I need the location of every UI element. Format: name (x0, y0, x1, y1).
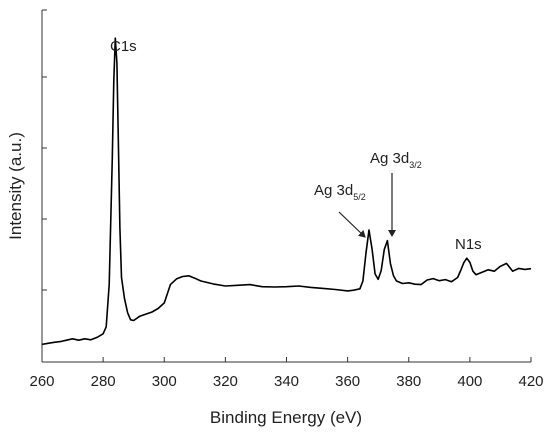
x-tick-label: 320 (213, 373, 238, 390)
peak-annotations: C1s Ag 3d5/2 Ag 3d3/2 N1s (110, 38, 482, 253)
annotation-ag3d52: Ag 3d5/2 (314, 182, 366, 202)
annotation-c1s: C1s (110, 38, 137, 55)
y-axis-ticks (42, 9, 47, 363)
x-tick-label: 280 (91, 373, 116, 390)
y-axis-label: Intensity (a.u.) (6, 132, 25, 240)
x-tick-label: 400 (457, 373, 482, 390)
x-tick-label: 360 (335, 373, 360, 390)
arrow-ag3d52 (338, 211, 366, 238)
x-axis-ticks: 260 280 300 320 340 360 380 400 420 (29, 357, 544, 390)
x-tick-label: 260 (29, 373, 54, 390)
x-axis-label: Binding Energy (eV) (210, 408, 362, 427)
annotation-ag3d32: Ag 3d3/2 (370, 150, 422, 170)
x-tick-label: 420 (518, 373, 543, 390)
x-tick-label: 300 (152, 373, 177, 390)
spectrum-series-line (41, 37, 532, 346)
x-tick-label: 380 (396, 373, 421, 390)
annotation-n1s: N1s (455, 236, 482, 253)
x-tick-label: 340 (274, 373, 299, 390)
plot-frame (41, 10, 531, 363)
